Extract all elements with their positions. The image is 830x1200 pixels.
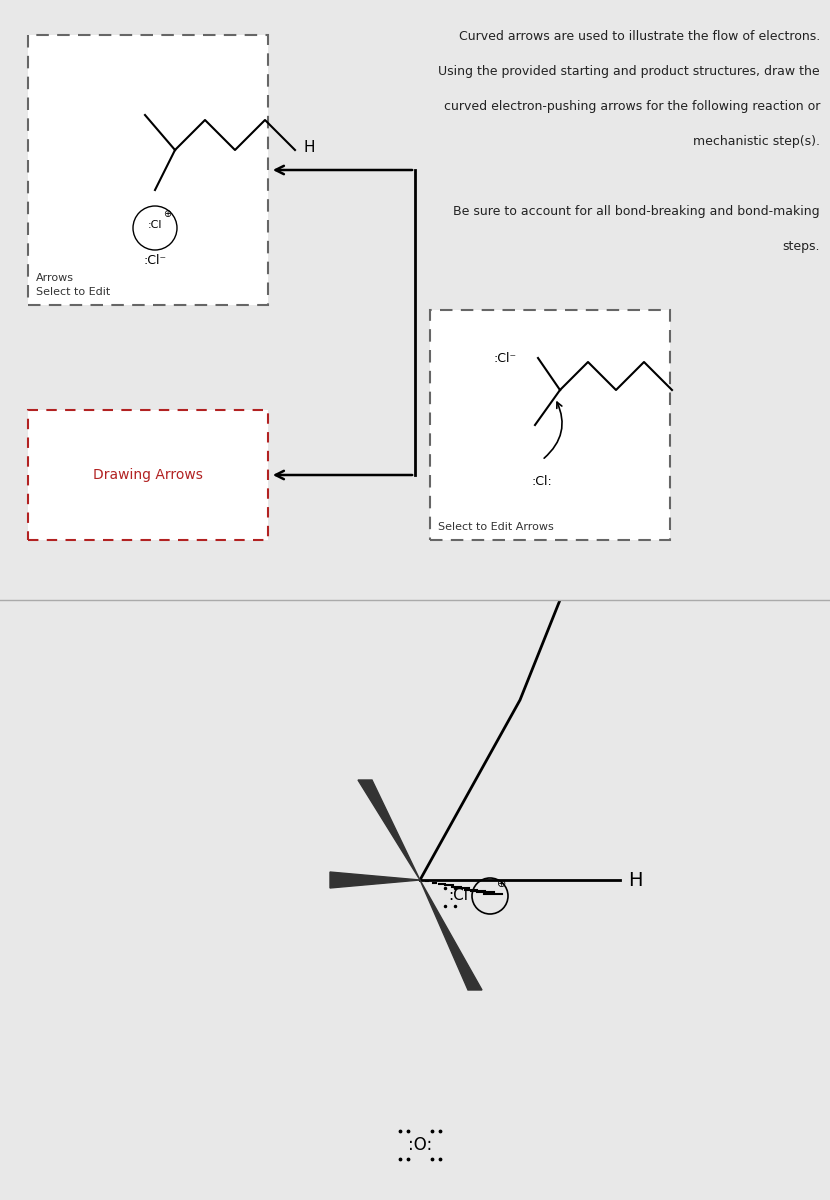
Text: Curved arrows are used to illustrate the flow of electrons.: Curved arrows are used to illustrate the…	[459, 30, 820, 43]
Text: ⊕: ⊕	[497, 878, 506, 889]
Text: curved electron-pushing arrows for the following reaction or: curved electron-pushing arrows for the f…	[443, 100, 820, 113]
Text: H: H	[628, 870, 642, 889]
Text: Select to Edit Arrows: Select to Edit Arrows	[438, 522, 554, 532]
Text: Arrows: Arrows	[36, 272, 74, 283]
FancyArrowPatch shape	[544, 402, 562, 458]
Bar	[430, 310, 670, 540]
Text: steps.: steps.	[783, 240, 820, 253]
Text: ⊕: ⊕	[163, 209, 171, 218]
Polygon shape	[330, 872, 420, 888]
Bar	[28, 35, 268, 305]
Text: :Cl:: :Cl:	[532, 475, 553, 488]
Bar	[28, 410, 268, 540]
Text: :Cl⁻: :Cl⁻	[144, 254, 167, 268]
Text: Drawing Arrows: Drawing Arrows	[93, 468, 203, 482]
Text: mechanistic step(s).: mechanistic step(s).	[693, 134, 820, 148]
Text: :Cl: :Cl	[448, 888, 468, 904]
Text: :Cl⁻: :Cl⁻	[494, 352, 516, 365]
Text: H: H	[303, 139, 315, 155]
Text: Be sure to account for all bond-breaking and bond-making: Be sure to account for all bond-breaking…	[453, 205, 820, 218]
Text: :Cl: :Cl	[148, 220, 162, 230]
Text: :O:: :O:	[408, 1136, 432, 1154]
Polygon shape	[358, 780, 420, 880]
Text: Using the provided starting and product structures, draw the: Using the provided starting and product …	[438, 65, 820, 78]
Text: Select to Edit: Select to Edit	[36, 287, 110, 296]
Polygon shape	[420, 880, 482, 990]
